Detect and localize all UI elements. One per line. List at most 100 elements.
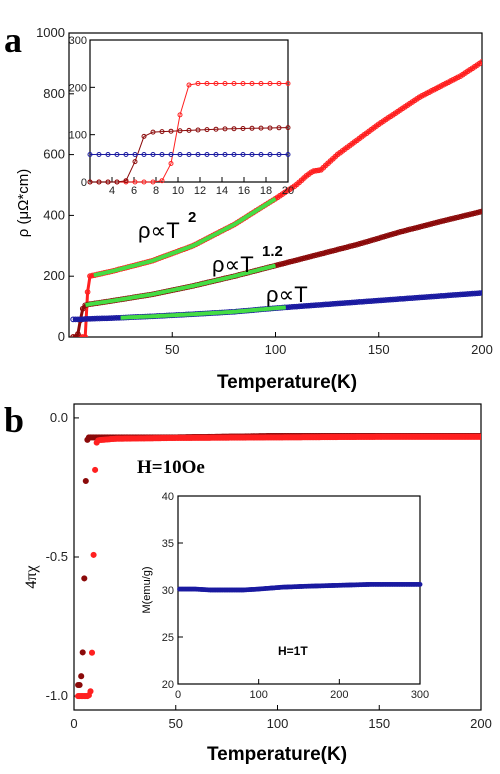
series-a-2-point xyxy=(479,290,482,296)
inset-b-y-tick-label: 35 xyxy=(162,538,174,550)
series-a-1-point xyxy=(382,233,389,239)
inset-a-series-2-point xyxy=(276,152,282,157)
annotation-t12: ρ∝T 1.2 xyxy=(212,243,283,277)
series-a-1-point xyxy=(75,331,81,337)
inset-a-x-tick-label: 14 xyxy=(216,185,228,197)
inset-a-y-tick-label: 300 xyxy=(69,35,87,47)
inset-b-x-tick-label: 100 xyxy=(249,689,267,701)
series-b-0-point xyxy=(81,575,88,582)
series-a-1-point xyxy=(378,234,384,241)
inset-a-series-1-point xyxy=(159,129,165,135)
inset-a-series-0-point xyxy=(231,81,237,86)
inset-a-series-0-point xyxy=(267,81,273,86)
series-b-1-point xyxy=(92,466,99,473)
series-a-1-point xyxy=(370,236,377,243)
inset-a-series-1-point xyxy=(186,127,192,133)
inset-b-y-tick-label: 30 xyxy=(162,585,174,597)
fit-line-a-2 xyxy=(120,305,286,320)
inset-a-series-0-point xyxy=(150,179,156,185)
annotation-t2: ρ∝T 2 xyxy=(138,209,196,243)
inset-a-series-2-point xyxy=(204,152,210,157)
inset-a-series-0-point xyxy=(276,81,282,86)
plot-a-x-tick-label: 100 xyxy=(265,342,287,357)
inset-a-series-0-point xyxy=(177,112,183,118)
inset-a-series-1 xyxy=(87,125,291,185)
inset-b-series-0-point xyxy=(417,581,423,587)
inset-a-x-tick-label: 18 xyxy=(260,185,272,197)
series-b-0-point xyxy=(82,477,89,485)
inset-b-series-0 xyxy=(177,581,423,593)
inset-a-series-2-point xyxy=(123,152,129,157)
plot-b-x-tick-label: 100 xyxy=(267,716,289,731)
inset-a-series-1-point xyxy=(231,126,237,132)
inset-a-series-1-point xyxy=(141,133,147,139)
series-a-1-point xyxy=(404,227,411,233)
inset-a-series-2-point xyxy=(87,152,93,157)
inset-a-series-0-point xyxy=(141,179,147,185)
inset-a-series-1-point xyxy=(177,128,183,134)
inset-a-series-0 xyxy=(87,81,291,185)
plot-a-y-tick-label: 600 xyxy=(43,147,65,162)
series-b-0-point xyxy=(78,673,85,680)
series-a-1-point xyxy=(452,215,459,221)
inset-a-series-0-point xyxy=(249,81,255,86)
panel-label-b: b xyxy=(4,400,24,440)
inset-a-series-2-point xyxy=(150,152,156,157)
series-a-1-point xyxy=(358,240,365,247)
plot-a-data xyxy=(70,59,482,337)
series-a-1-point xyxy=(313,252,319,258)
inset-a-series-1-point xyxy=(195,127,201,133)
annotation-t12-base: ρ∝T xyxy=(212,252,254,277)
plot-b-x-tick-label: 0 xyxy=(70,716,77,731)
inset-a-series-2-point xyxy=(285,152,291,157)
annotation-t12-exponent: 1.2 xyxy=(262,243,283,260)
plot-b-y-tick-label: -1.0 xyxy=(46,688,68,703)
plot-b-data xyxy=(75,432,481,700)
annotation-t1: ρ∝T xyxy=(266,282,308,307)
inset-a-x-tick-label: 20 xyxy=(282,185,294,197)
inset-a-series-0-point xyxy=(213,81,219,86)
inset-a-series-1-point xyxy=(87,179,93,185)
inset-a-x-tick-label: 12 xyxy=(194,185,206,197)
inset-a-series-1-line xyxy=(90,127,289,183)
plot-a-x-tick-label: 50 xyxy=(165,342,179,357)
plot-a-y-tick-label: 400 xyxy=(43,207,65,222)
inset-a-series-2-point xyxy=(195,152,201,157)
inset-a-frame xyxy=(89,39,289,183)
series-a-0-point xyxy=(79,334,86,337)
series-a-1-point xyxy=(406,226,413,233)
series-a-1-point xyxy=(366,238,372,244)
series-a-2-point xyxy=(476,290,482,296)
series-a-0-point xyxy=(84,289,91,295)
inset-a-series-1-point xyxy=(132,159,138,165)
series-b-1-point xyxy=(477,433,481,440)
inset-b-field-label: H=1T xyxy=(278,644,308,658)
inset-a-series-1-point xyxy=(285,125,291,131)
y-axis-label-b: 4πχ xyxy=(23,565,40,589)
x-axis-label-a: Temperature(K) xyxy=(217,372,357,393)
inset-a-series-0-point xyxy=(285,81,291,86)
plot-b-x-tick-label: 50 xyxy=(169,716,183,731)
series-a-1-point xyxy=(390,231,396,237)
series-a-1-point xyxy=(361,239,367,246)
inset-a-series-1-point xyxy=(249,125,255,131)
series-a-1-point xyxy=(385,232,392,239)
inset-b-y-axis-label: M(emu/g) xyxy=(141,566,153,613)
series-b-1 xyxy=(75,433,481,700)
series-a-1-point xyxy=(356,241,363,247)
inset-a-series-2-point xyxy=(96,152,102,157)
field-label-b: H=10Oe xyxy=(137,457,205,478)
series-a-1-point xyxy=(380,233,387,240)
inset-a-series-1-point xyxy=(222,126,228,132)
inset-a-series-0-point xyxy=(186,82,192,88)
inset-a-series-1-point xyxy=(150,129,156,135)
plot-a-y-tick-label: 800 xyxy=(43,86,65,101)
inset-a-series-0-point xyxy=(258,81,264,86)
inset-a-series-2-point xyxy=(159,152,165,157)
inset-a-series-2-point xyxy=(105,152,111,157)
inset-a-x-tick-label: 16 xyxy=(238,185,250,197)
inset-a-series-2-point xyxy=(231,152,237,157)
series-a-1-point xyxy=(479,208,482,215)
